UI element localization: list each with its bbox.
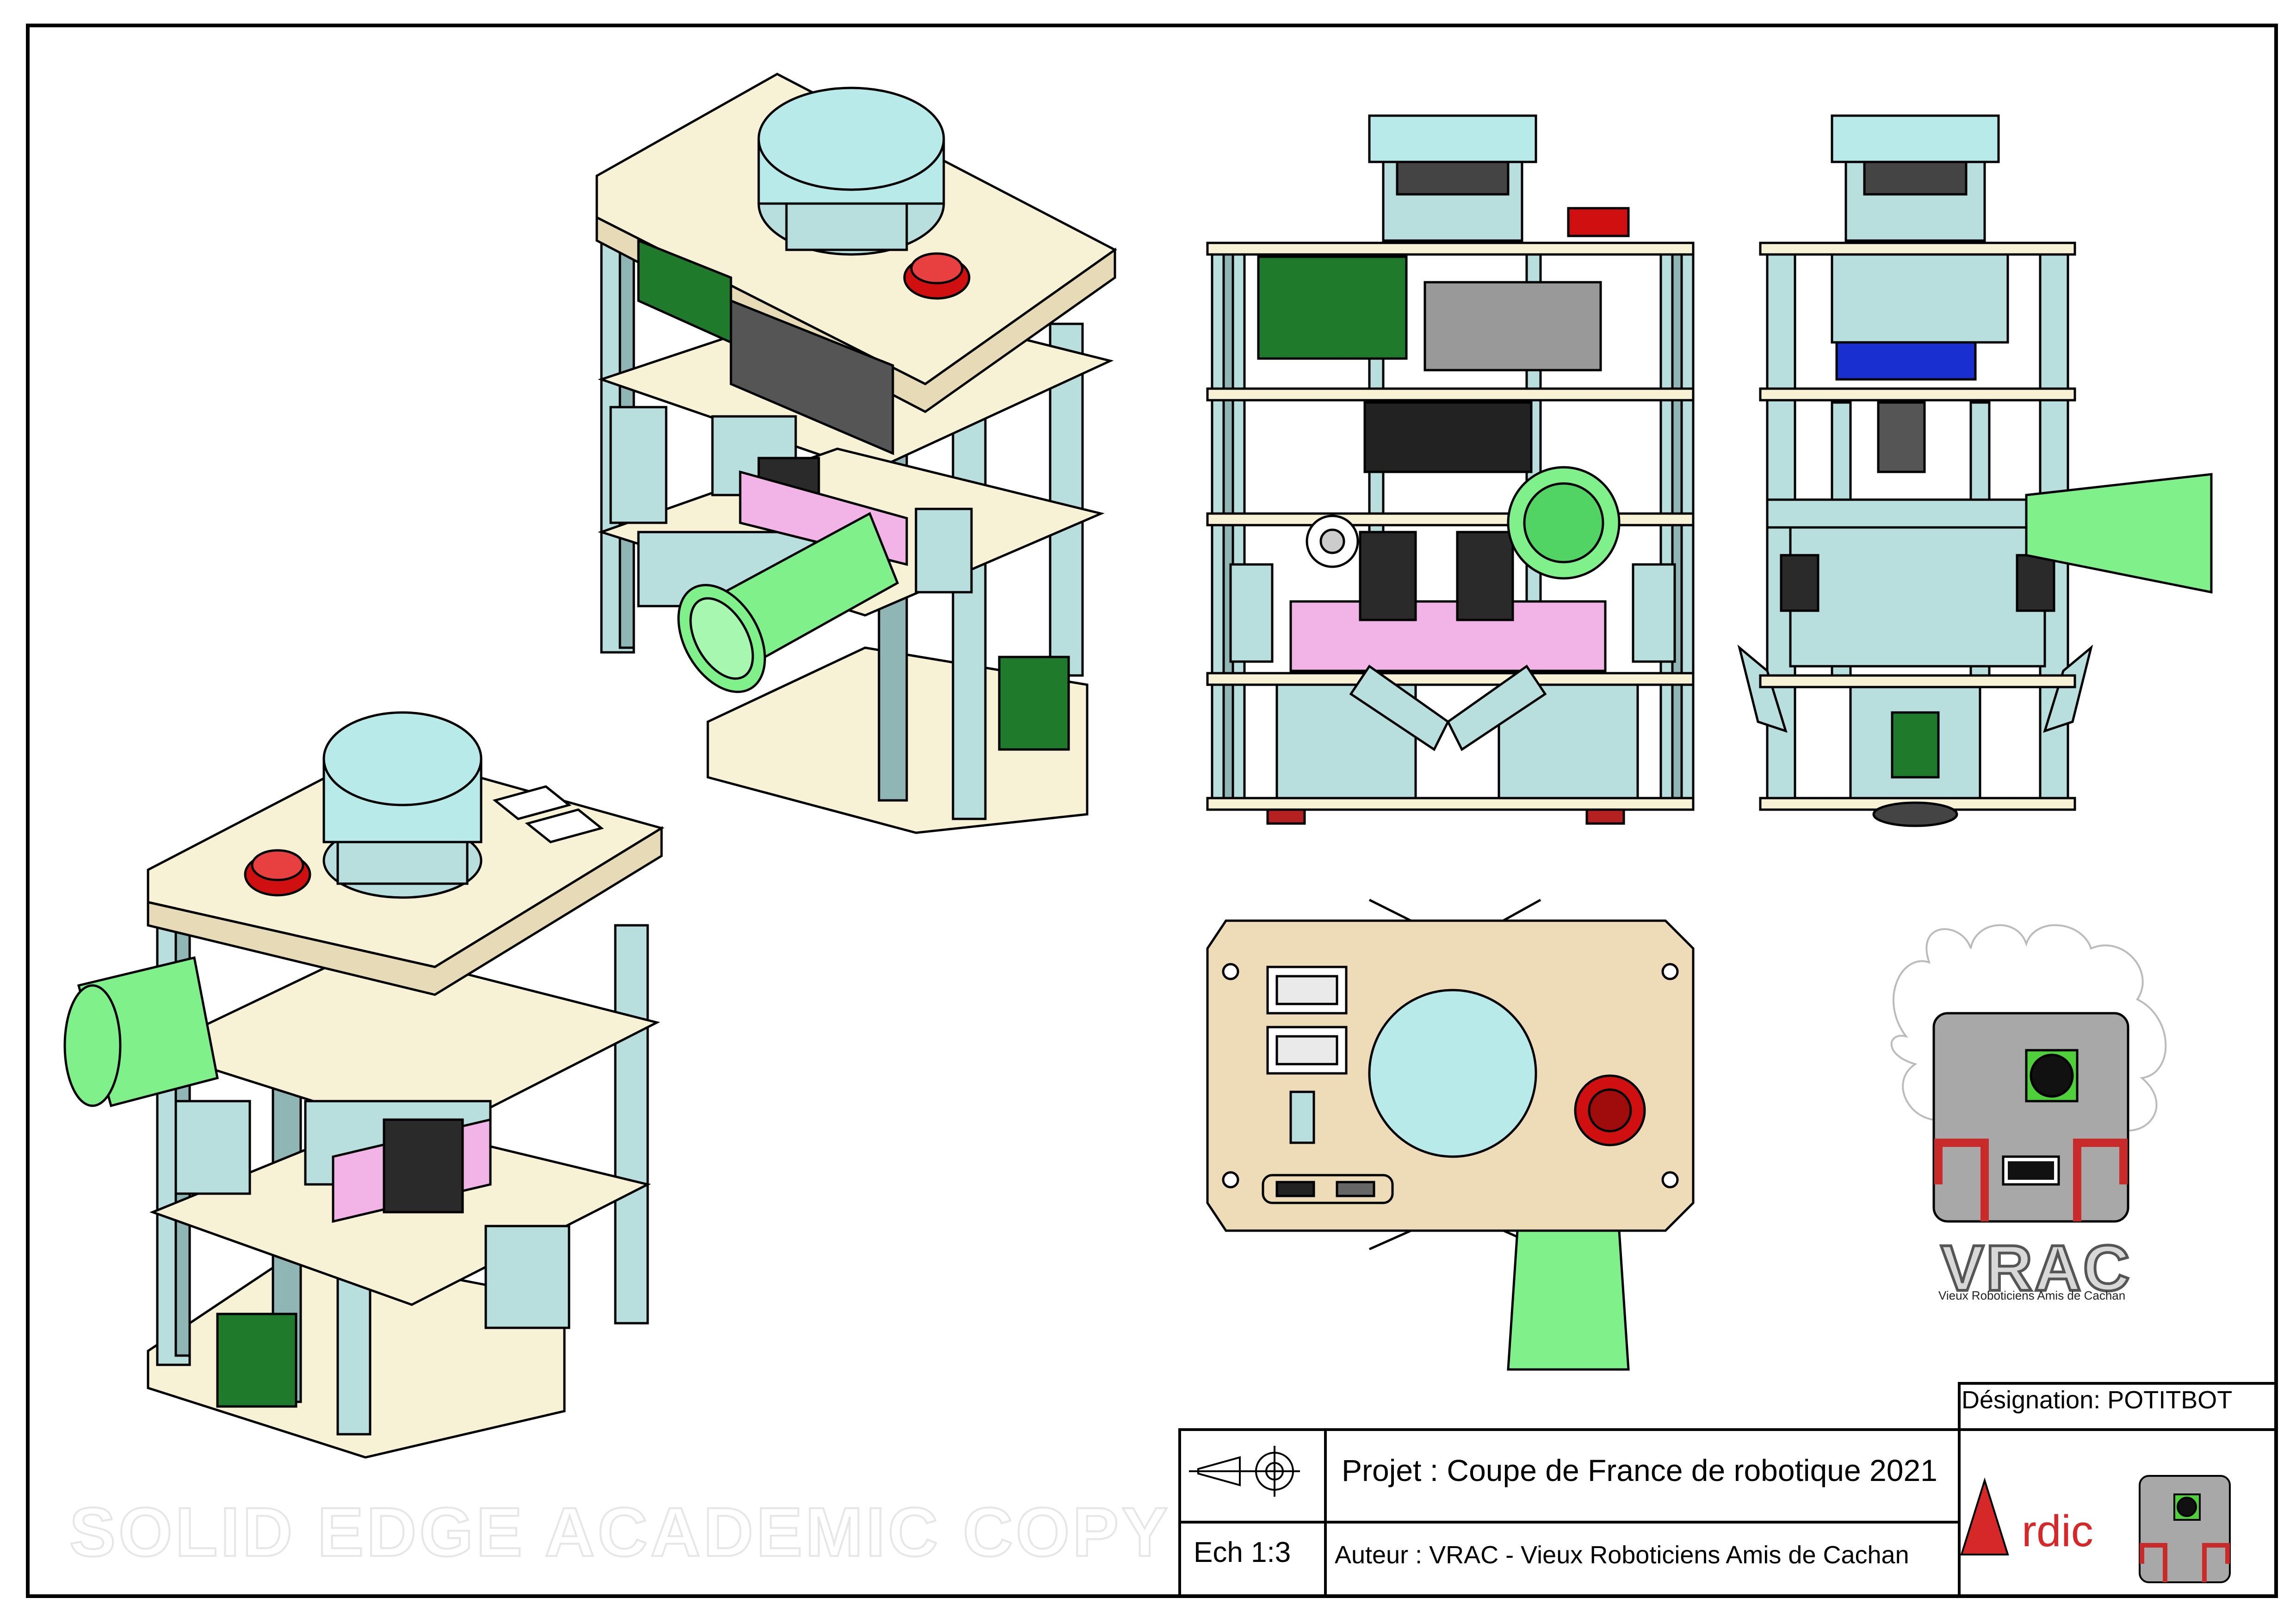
top-view	[1206, 898, 1695, 1371]
vrac-logo	[1890, 924, 2167, 1223]
side-view	[1737, 114, 2213, 827]
title-block-author: Auteur : VRAC - Vieux Roboticiens Amis d…	[1335, 1541, 1909, 1569]
watermark-text: SOLID EDGE ACADEMIC COPY	[68, 1492, 1171, 1572]
projection-symbol-icon	[1189, 1446, 1300, 1497]
front-view	[1206, 114, 1695, 825]
title-block-designation: Désignation: POTITBOT	[1962, 1386, 2233, 1414]
isometric-view-2	[63, 711, 665, 1459]
vrac-logo-wordmark: VRAC	[1939, 1230, 2132, 1306]
ardic-logo-wordmark: rdic	[2022, 1506, 2093, 1556]
sheet-border	[26, 24, 2278, 1598]
isometric-view-1	[595, 73, 1117, 834]
vrac-logo-subtitle: Vieux Roboticiens Amis de Cachan	[1938, 1288, 2126, 1302]
title-block-project: Projet : Coupe de France de robotique 20…	[1342, 1453, 1937, 1487]
title-block	[1178, 1382, 2277, 1598]
title-block-scale: Ech 1:3	[1194, 1536, 1291, 1568]
ardic-logo	[1960, 1475, 2231, 1583]
